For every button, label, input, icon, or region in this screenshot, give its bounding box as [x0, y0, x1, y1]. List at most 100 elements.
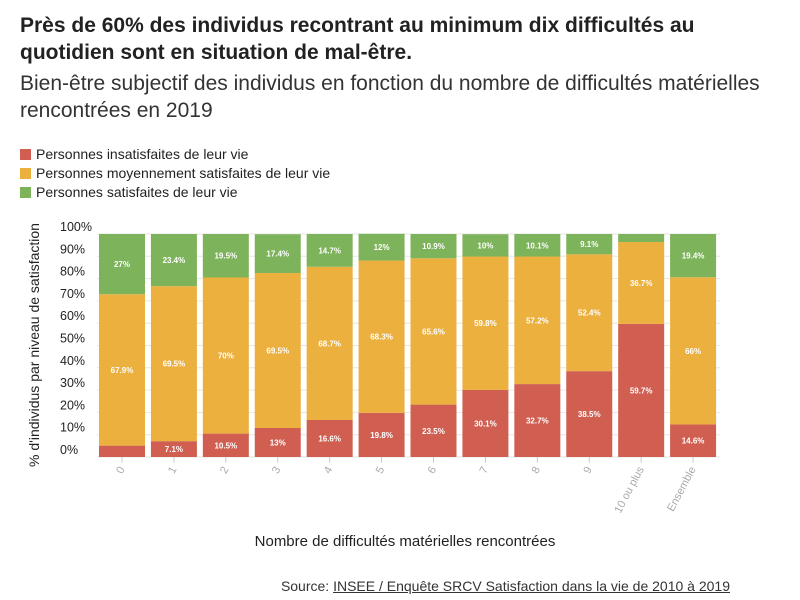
bar-segment [202, 277, 249, 434]
data-label: 68.3% [370, 333, 393, 342]
bar-segment [306, 419, 353, 457]
data-label: 65.6% [422, 327, 445, 336]
x-tick-label: 3 [270, 465, 283, 476]
data-label: 9.1% [580, 240, 598, 249]
data-label: 19.4% [682, 252, 705, 261]
x-tick-label: Ensemble [665, 465, 699, 514]
bar-segment [566, 254, 613, 372]
bar-segment [306, 234, 353, 267]
bar-segment [670, 277, 717, 425]
bar-segment [514, 234, 561, 257]
x-tick-label: 4 [322, 465, 335, 476]
data-label: 19.8% [370, 431, 393, 440]
y-tick-label: 0% [60, 443, 78, 457]
bar-segment [150, 234, 197, 287]
y-tick-label: 50% [60, 332, 85, 346]
bar-segment [462, 256, 509, 390]
bar-segment [566, 371, 613, 457]
legend-label: Personnes insatisfaites de leur vie [36, 146, 249, 162]
data-label: 70% [218, 352, 234, 361]
bar-segment [150, 441, 197, 457]
bar-segment [566, 234, 613, 255]
data-label: 23.4% [163, 256, 186, 265]
bar-segment [358, 260, 405, 413]
data-label: 16.6% [318, 434, 341, 443]
legend-swatch [20, 168, 31, 179]
y-tick-label: 20% [60, 398, 85, 412]
data-label: 10.9% [422, 242, 445, 251]
data-label: 12% [374, 243, 390, 252]
bar-segment [462, 234, 509, 257]
bar-segment [618, 242, 665, 324]
bar-segment [670, 234, 717, 278]
data-label: 69.5% [266, 347, 289, 356]
chart-title: Près de 60% des individus recontrant au … [20, 14, 695, 64]
data-label: 14.7% [318, 246, 341, 255]
bar-segment [254, 428, 301, 457]
data-label: 30.1% [474, 419, 497, 428]
source-link[interactable]: INSEE / Enquête SRCV Satisfaction dans l… [333, 578, 730, 594]
x-axis-label: Nombre de difficultés matérielles rencon… [254, 533, 556, 550]
source-prefix: Source: [280, 578, 334, 594]
data-label: 23.5% [422, 427, 445, 436]
bar-segment [618, 234, 665, 243]
y-tick-label: 100% [60, 220, 92, 234]
data-label: 10% [477, 241, 493, 250]
x-tick-label: 2 [218, 465, 231, 476]
data-label: 27% [114, 260, 130, 269]
legend-label: Personnes satisfaites de leur vie [36, 184, 238, 200]
data-label: 59.7% [630, 386, 653, 395]
data-label: 59.8% [474, 319, 497, 328]
data-label: 7.1% [165, 445, 183, 454]
bar-segment [514, 384, 561, 457]
bar-segment [254, 234, 301, 274]
x-tick-label: 6 [426, 465, 439, 476]
x-tick-label: 10 ou plus [612, 464, 647, 515]
y-tick-label: 30% [60, 376, 85, 390]
bar-segment [358, 412, 405, 457]
bar-segment [410, 234, 457, 259]
data-label: 66% [685, 347, 701, 356]
y-tick-label: 10% [60, 421, 85, 435]
y-tick-label: 70% [60, 287, 85, 301]
bar-segment [618, 323, 665, 457]
bar-segment [254, 273, 301, 429]
x-tick-label: 9 [581, 465, 594, 476]
y-tick-label: 40% [60, 354, 85, 368]
legend-item[interactable]: Personnes satisfaites de leur vie [20, 183, 330, 202]
data-label: 14.6% [682, 437, 705, 446]
legend-label: Personnes moyennement satisfaites de leu… [36, 165, 331, 181]
data-label: 32.7% [526, 417, 549, 426]
data-label: 52.4% [578, 309, 601, 318]
y-axis-label: % d'individus par niveau de satisfaction [26, 223, 42, 467]
data-label: 19.5% [214, 252, 237, 261]
bar-segment [358, 233, 405, 261]
bar-segment [202, 234, 249, 278]
bar-segment [670, 424, 717, 457]
legend-swatch [20, 149, 31, 160]
data-label: 69.5% [163, 360, 186, 369]
source: Source: INSEE / Enquête SRCV Satisfactio… [281, 578, 730, 594]
bar-segment [99, 445, 145, 457]
data-label: 38.5% [578, 410, 601, 419]
bar-segment [306, 266, 353, 420]
legend-item[interactable]: Personnes moyennement satisfaites de leu… [20, 164, 330, 183]
data-label: 36.7% [630, 279, 653, 288]
legend-item[interactable]: Personnes insatisfaites de leur vie [20, 145, 330, 164]
bar-segment [99, 294, 145, 446]
legend-swatch [20, 187, 31, 198]
x-tick-label: 1 [166, 465, 179, 476]
y-tick-label: 60% [60, 309, 85, 323]
data-label: 67.9% [111, 366, 134, 375]
bar-segment [462, 389, 509, 457]
data-label: 13% [270, 439, 286, 448]
bar-segment [410, 404, 457, 457]
data-label: 68.7% [318, 339, 341, 348]
data-label: 10.1% [526, 241, 549, 250]
bar-segment [99, 234, 145, 295]
bar-segment [150, 286, 197, 442]
x-tick-label: 7 [478, 465, 491, 476]
legend: Personnes insatisfaites de leur vie Perso… [20, 145, 330, 202]
data-label: 10.5% [214, 441, 237, 450]
